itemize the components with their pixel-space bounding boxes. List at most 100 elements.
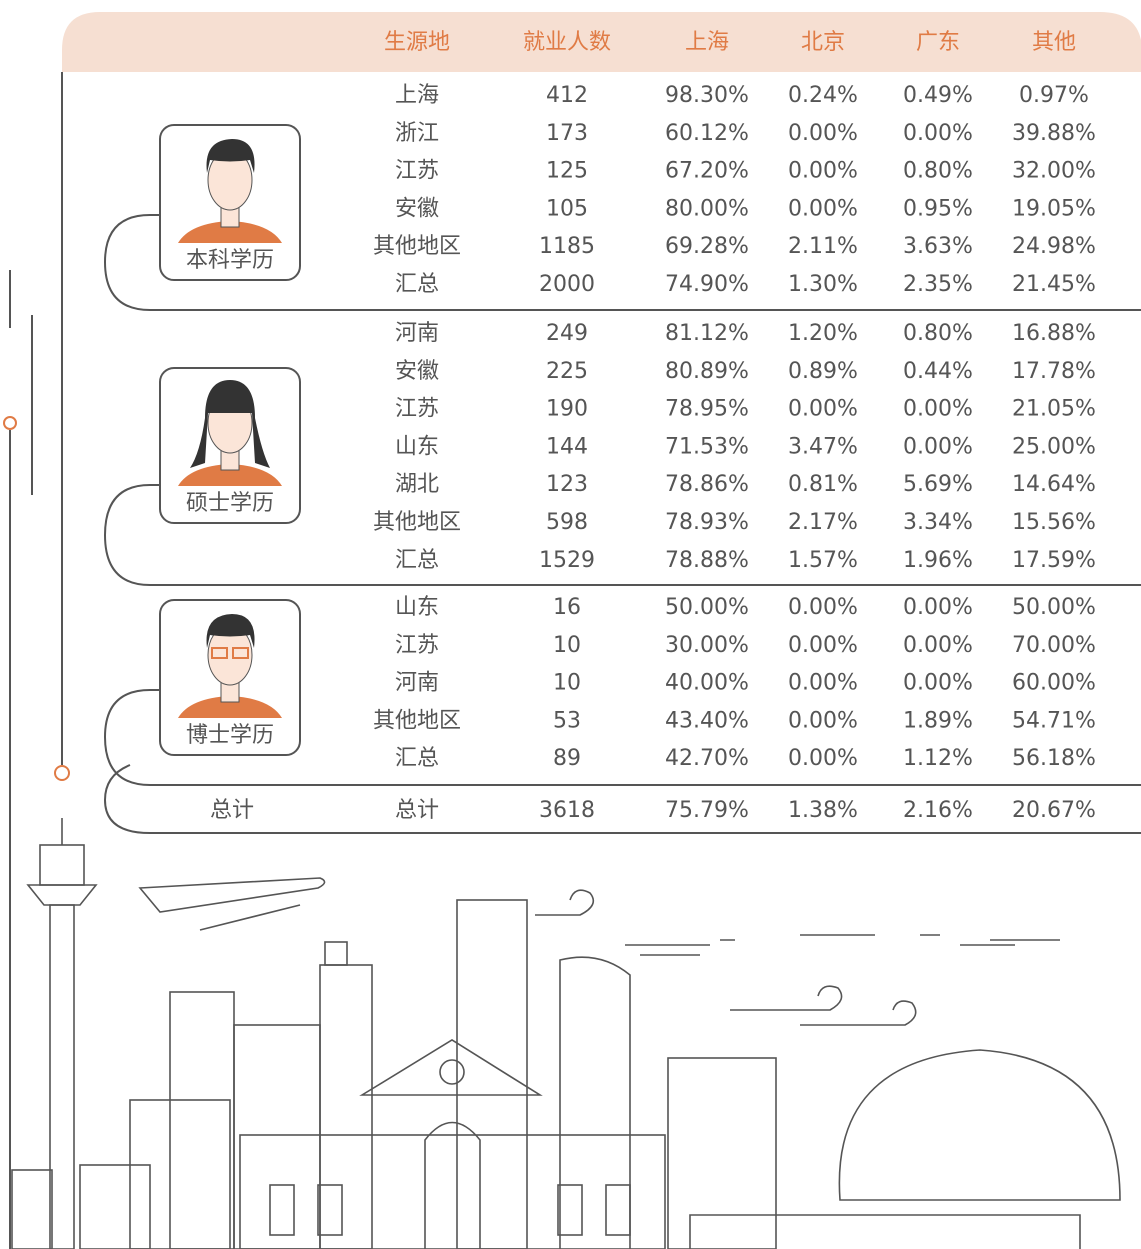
group-label: 博士学历	[186, 723, 274, 748]
cell: 19.05%	[1012, 196, 1096, 221]
avatar-hair	[190, 380, 270, 468]
cell: 0.00%	[903, 633, 973, 658]
cell: 1.57%	[788, 548, 858, 573]
cell: 54.71%	[1012, 708, 1096, 733]
total-cell: 3618	[539, 798, 595, 823]
cell: 2.35%	[903, 272, 973, 297]
cell: 江苏	[395, 397, 439, 422]
cell: 42.70%	[665, 746, 749, 771]
cell: 50.00%	[1012, 595, 1096, 620]
cell: 21.45%	[1012, 272, 1096, 297]
cell: 16	[553, 595, 581, 620]
cell: 安徽	[395, 196, 439, 221]
cell: 17.78%	[1012, 359, 1096, 384]
cell: 15.56%	[1012, 510, 1096, 535]
cell: 125	[546, 159, 588, 184]
total-cell: 总计	[395, 798, 439, 823]
cell: 32.00%	[1012, 159, 1096, 184]
cell: 0.00%	[788, 159, 858, 184]
avatar-glasses	[211, 647, 228, 659]
cell: 其他地区	[373, 708, 461, 733]
cell: 0.00%	[788, 671, 858, 696]
cell: 74.90%	[665, 272, 749, 297]
cell: 上海	[395, 83, 439, 108]
cell: 河南	[395, 671, 439, 696]
cell: 412	[546, 83, 588, 108]
cell: 1.20%	[788, 321, 858, 346]
avatar-hair	[206, 139, 255, 173]
cell: 0.00%	[788, 708, 858, 733]
cell: 81.12%	[665, 321, 749, 346]
skyline	[11, 818, 1121, 1249]
total-cell: 2.16%	[903, 798, 973, 823]
column-header: 就业人数	[523, 30, 611, 55]
cell: 0.80%	[903, 159, 973, 184]
cell: 0.00%	[788, 595, 858, 620]
cell: 2.11%	[788, 234, 858, 259]
cell: 249	[546, 321, 588, 346]
cell: 70.00%	[1012, 633, 1096, 658]
bracket	[103, 214, 1141, 311]
cell: 汇总	[395, 548, 439, 573]
total-cell: 总计	[210, 798, 254, 823]
cell: 144	[546, 434, 588, 459]
cell: 安徽	[395, 359, 439, 384]
header-band	[62, 12, 1141, 72]
cell: 1.89%	[903, 708, 973, 733]
cell: 山东	[395, 595, 439, 620]
deco-dot	[3, 416, 17, 430]
cell: 1.30%	[788, 272, 858, 297]
cell: 2.17%	[788, 510, 858, 535]
cell: 25.00%	[1012, 434, 1096, 459]
avatar-shirt	[178, 696, 282, 718]
cell: 16.88%	[1012, 321, 1096, 346]
cell: 1.96%	[903, 548, 973, 573]
cell: 0.00%	[788, 196, 858, 221]
column-header: 北京	[801, 30, 845, 55]
cell: 69.28%	[665, 234, 749, 259]
cell: 0.00%	[903, 121, 973, 146]
cell: 0.89%	[788, 359, 858, 384]
cell: 1.12%	[903, 746, 973, 771]
timeline-dot	[54, 765, 70, 781]
cell: 江苏	[395, 159, 439, 184]
cell: 80.89%	[665, 359, 749, 384]
cell: 0.95%	[903, 196, 973, 221]
column-header: 上海	[685, 30, 729, 55]
cell: 3.34%	[903, 510, 973, 535]
cell: 89	[553, 746, 581, 771]
cell: 0.24%	[788, 83, 858, 108]
cell: 98.30%	[665, 83, 749, 108]
cell: 1529	[539, 548, 595, 573]
cell: 56.18%	[1012, 746, 1096, 771]
cell: 0.00%	[788, 633, 858, 658]
cell: 0.80%	[903, 321, 973, 346]
cell: 14.64%	[1012, 472, 1096, 497]
cell: 105	[546, 196, 588, 221]
cell: 浙江	[395, 121, 439, 146]
cell: 0.00%	[788, 746, 858, 771]
cell: 汇总	[395, 746, 439, 771]
cell: 78.93%	[665, 510, 749, 535]
cell: 50.00%	[665, 595, 749, 620]
bracket	[103, 689, 1141, 786]
avatar-shirt	[178, 221, 282, 243]
cell: 其他地区	[373, 510, 461, 535]
cell: 53	[553, 708, 581, 733]
cell: 60.12%	[665, 121, 749, 146]
cell: 123	[546, 472, 588, 497]
cell: 0.00%	[788, 397, 858, 422]
cell: 225	[546, 359, 588, 384]
cell: 10	[553, 671, 581, 696]
cell: 汇总	[395, 272, 439, 297]
cell: 0.00%	[903, 397, 973, 422]
cell: 其他地区	[373, 234, 461, 259]
cell: 河南	[395, 321, 439, 346]
cell: 39.88%	[1012, 121, 1096, 146]
cell: 0.00%	[903, 595, 973, 620]
total-cell: 1.38%	[788, 798, 858, 823]
cell: 40.00%	[665, 671, 749, 696]
cell: 江苏	[395, 633, 439, 658]
cell: 5.69%	[903, 472, 973, 497]
cell: 78.95%	[665, 397, 749, 422]
